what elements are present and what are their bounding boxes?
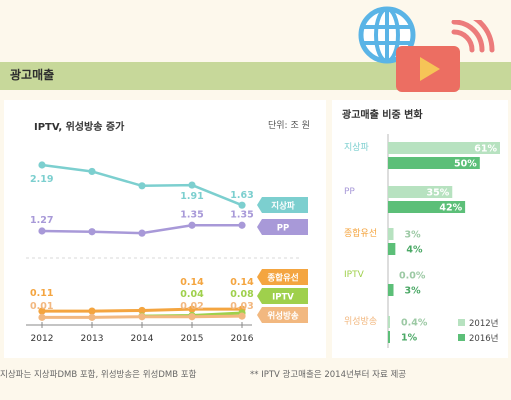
bar-chart-title: 광고매출 비중 변화 [342, 110, 423, 121]
footnote-2: ** IPTV 광고매출은 2014년부터 자료 제공 [250, 370, 407, 380]
footnote-1: 지상파는 지상파DMB 포함, 위성방송은 위성DMB 포함 [0, 370, 197, 380]
left-chart-panel [4, 100, 326, 358]
section-title: 광고매출 [10, 68, 55, 82]
line-chart-title: IPTV, 위성방송 증가 [34, 122, 125, 133]
unit-label: 단위: 조 원 [268, 121, 310, 131]
video-play-icon [396, 20, 495, 92]
right-chart-panel [332, 100, 508, 358]
